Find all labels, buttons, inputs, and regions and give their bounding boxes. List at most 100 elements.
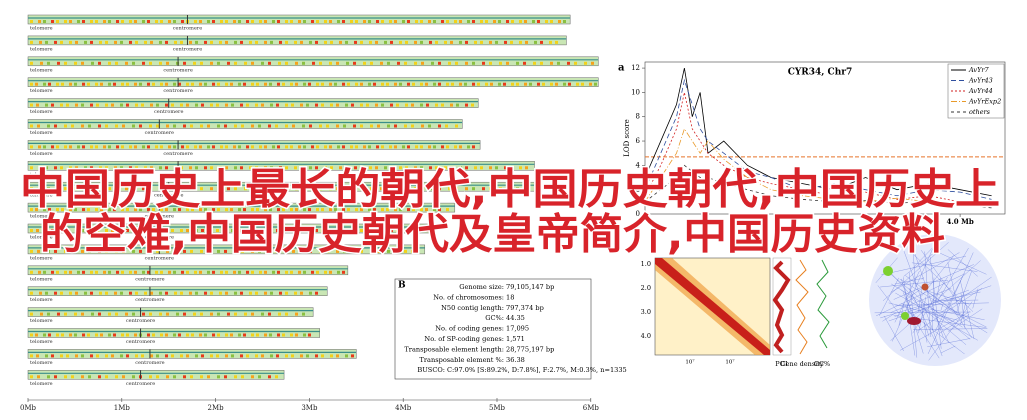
chromosome-feature bbox=[251, 270, 254, 274]
chromosome-feature bbox=[370, 249, 373, 253]
chromosome-feature bbox=[160, 270, 163, 274]
stats-value: 797,374 bp bbox=[506, 304, 544, 312]
chromosome-feature bbox=[485, 82, 488, 86]
chromosome-feature bbox=[108, 61, 111, 65]
chromosome-feature bbox=[37, 249, 40, 253]
chromosome-feature bbox=[108, 82, 111, 86]
chromosome-feature bbox=[311, 270, 314, 274]
chromosome-feature bbox=[238, 20, 241, 23]
chromosome-feature bbox=[511, 82, 514, 86]
chromosome-feature bbox=[295, 208, 298, 212]
chromosome-feature bbox=[207, 124, 210, 128]
chromosome-feature bbox=[240, 354, 243, 358]
chromosome-feature bbox=[200, 61, 203, 65]
chromosome-feature bbox=[40, 61, 43, 65]
chromosome-feature bbox=[444, 166, 447, 170]
chromosome-feature bbox=[139, 249, 142, 253]
chromosome-feature bbox=[251, 208, 254, 212]
chart-title: CYR34, Chr7 bbox=[788, 68, 853, 78]
chromosome-feature bbox=[95, 20, 98, 23]
chromosome-feature bbox=[524, 82, 527, 86]
chromosome-feature bbox=[264, 208, 267, 212]
network-edge bbox=[956, 270, 972, 313]
chromosome-feature bbox=[227, 312, 230, 316]
chromosome-feature bbox=[402, 145, 405, 149]
chromosome-feature bbox=[225, 270, 228, 274]
chromosome-feature bbox=[295, 82, 298, 86]
chromosome-feature bbox=[251, 333, 254, 337]
network-edge bbox=[882, 242, 949, 302]
chromosome-feature bbox=[405, 40, 408, 44]
chromosome-feature bbox=[525, 40, 528, 44]
overlay-title: 中国历史上最长的朝代,中国历史朝代,中国历史上 bbox=[20, 165, 1000, 214]
chromosome-feature bbox=[121, 145, 124, 149]
chromosome-feature bbox=[105, 291, 108, 295]
chromosome-feature bbox=[342, 20, 345, 23]
network-edge bbox=[936, 247, 969, 304]
chromosome-feature bbox=[276, 354, 279, 358]
chromosome-feature bbox=[199, 333, 202, 337]
chromosome-feature bbox=[269, 82, 272, 86]
chromosome-feature bbox=[315, 354, 318, 358]
chromosome-feature bbox=[180, 166, 183, 170]
chromosome-feature bbox=[329, 82, 332, 86]
stats-key: No. of SP-coding genes: bbox=[424, 335, 504, 343]
network-edge bbox=[929, 308, 985, 321]
chromosome-feature bbox=[217, 312, 220, 316]
chromosome-feature bbox=[294, 166, 297, 170]
chromosome-feature bbox=[407, 82, 410, 86]
stats-key: GC%: bbox=[485, 314, 504, 322]
chromosome-feature bbox=[165, 103, 168, 107]
chromosome-feature bbox=[149, 312, 152, 316]
chromosome-feature bbox=[336, 229, 339, 232]
telomere-label: telomere bbox=[30, 193, 53, 199]
lod-line bbox=[644, 78, 992, 200]
chromosome-feature bbox=[474, 166, 477, 170]
chromosome-bar bbox=[27, 14, 571, 25]
centromere-label: centromere bbox=[163, 151, 192, 157]
telomere-label: telomere bbox=[30, 46, 53, 52]
chromosome-feature bbox=[354, 166, 357, 170]
chromosome-feature bbox=[279, 40, 282, 44]
chromosome-feature bbox=[35, 82, 38, 86]
hic-x-label: 10⁷ bbox=[685, 359, 695, 366]
chromosome-feature bbox=[454, 20, 457, 23]
track-label: GC% bbox=[814, 360, 830, 368]
chromosome-feature bbox=[264, 333, 267, 337]
chromosome-feature bbox=[394, 82, 397, 86]
chromosome-feature bbox=[464, 82, 467, 86]
chromosome-feature bbox=[459, 82, 462, 86]
x-tick-label: 4Mb bbox=[395, 404, 412, 412]
chromosome-feature bbox=[81, 61, 84, 65]
chromosome-feature bbox=[36, 354, 39, 358]
chromosome-feature bbox=[99, 40, 102, 44]
chromosome-feature bbox=[224, 375, 227, 379]
network-edge bbox=[972, 288, 979, 309]
chromosome-feature bbox=[210, 187, 213, 191]
chromosome-feature bbox=[270, 291, 273, 295]
chromosome-feature bbox=[277, 82, 280, 86]
chromosome-feature bbox=[420, 103, 423, 107]
chromosome-feature bbox=[360, 82, 363, 86]
chromosome-feature bbox=[105, 40, 108, 44]
chromosome-feature bbox=[195, 291, 198, 295]
chromosome-feature bbox=[256, 208, 259, 212]
chromosome-feature bbox=[230, 333, 233, 337]
chromosome-feature bbox=[355, 20, 358, 23]
chromosome-feature bbox=[129, 40, 132, 44]
chromosome-feature bbox=[270, 354, 273, 358]
chromosome-feature bbox=[285, 187, 288, 191]
chromosome-feature bbox=[160, 82, 163, 86]
chromosome-feature bbox=[48, 82, 51, 86]
chromosome-feature bbox=[309, 124, 312, 128]
chromosome-feature bbox=[251, 145, 254, 149]
chromosome-feature bbox=[455, 187, 458, 191]
chromosome-feature bbox=[212, 20, 215, 23]
chromosome-feature bbox=[134, 20, 137, 23]
chromosome-feature bbox=[412, 208, 415, 212]
node-red bbox=[921, 283, 929, 291]
chromosome-feature bbox=[155, 20, 158, 23]
chromosome-feature bbox=[165, 291, 168, 295]
chromosome-feature bbox=[77, 270, 80, 274]
chromosome-feature bbox=[249, 166, 252, 170]
